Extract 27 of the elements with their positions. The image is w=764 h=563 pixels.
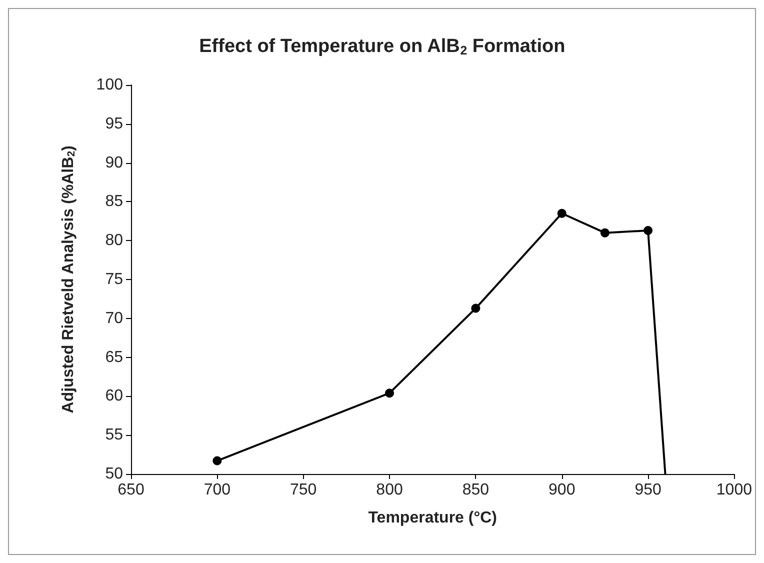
x-axis-title: Temperature (°C)	[368, 510, 497, 526]
point	[644, 226, 653, 235]
y-tick-label: 95	[105, 115, 124, 132]
y-tick-label: 70	[105, 310, 124, 327]
y-tick-label: 80	[105, 232, 124, 250]
x-tick-label: 750	[290, 482, 317, 498]
y-tick-label: 90	[105, 154, 124, 172]
x-tick-label: 950	[634, 482, 662, 498]
y-tick-label: 60	[105, 388, 124, 405]
point	[557, 208, 566, 218]
point	[471, 304, 480, 313]
y-axis-title: Adjusted Rietveld Analysis (%AlB2)	[60, 145, 78, 414]
y-tick-label: 65	[105, 348, 124, 366]
x-tick-label: 700	[204, 482, 231, 498]
y-tick-label: 50	[105, 466, 124, 482]
y-tick-label: 100	[96, 76, 124, 94]
point	[212, 456, 222, 466]
x-tick-label: 900	[548, 482, 576, 498]
y-tick-label: 85	[105, 193, 124, 210]
y-tick-label: 55	[105, 426, 124, 444]
x-tick-label: 850	[462, 482, 490, 498]
point	[385, 388, 394, 398]
x-tick-label: 650	[118, 482, 144, 498]
y-tick-label: 75	[105, 271, 124, 288]
x-tick-label: 1000	[716, 482, 752, 498]
point	[600, 228, 610, 238]
x-tick-label: 800	[376, 482, 403, 498]
